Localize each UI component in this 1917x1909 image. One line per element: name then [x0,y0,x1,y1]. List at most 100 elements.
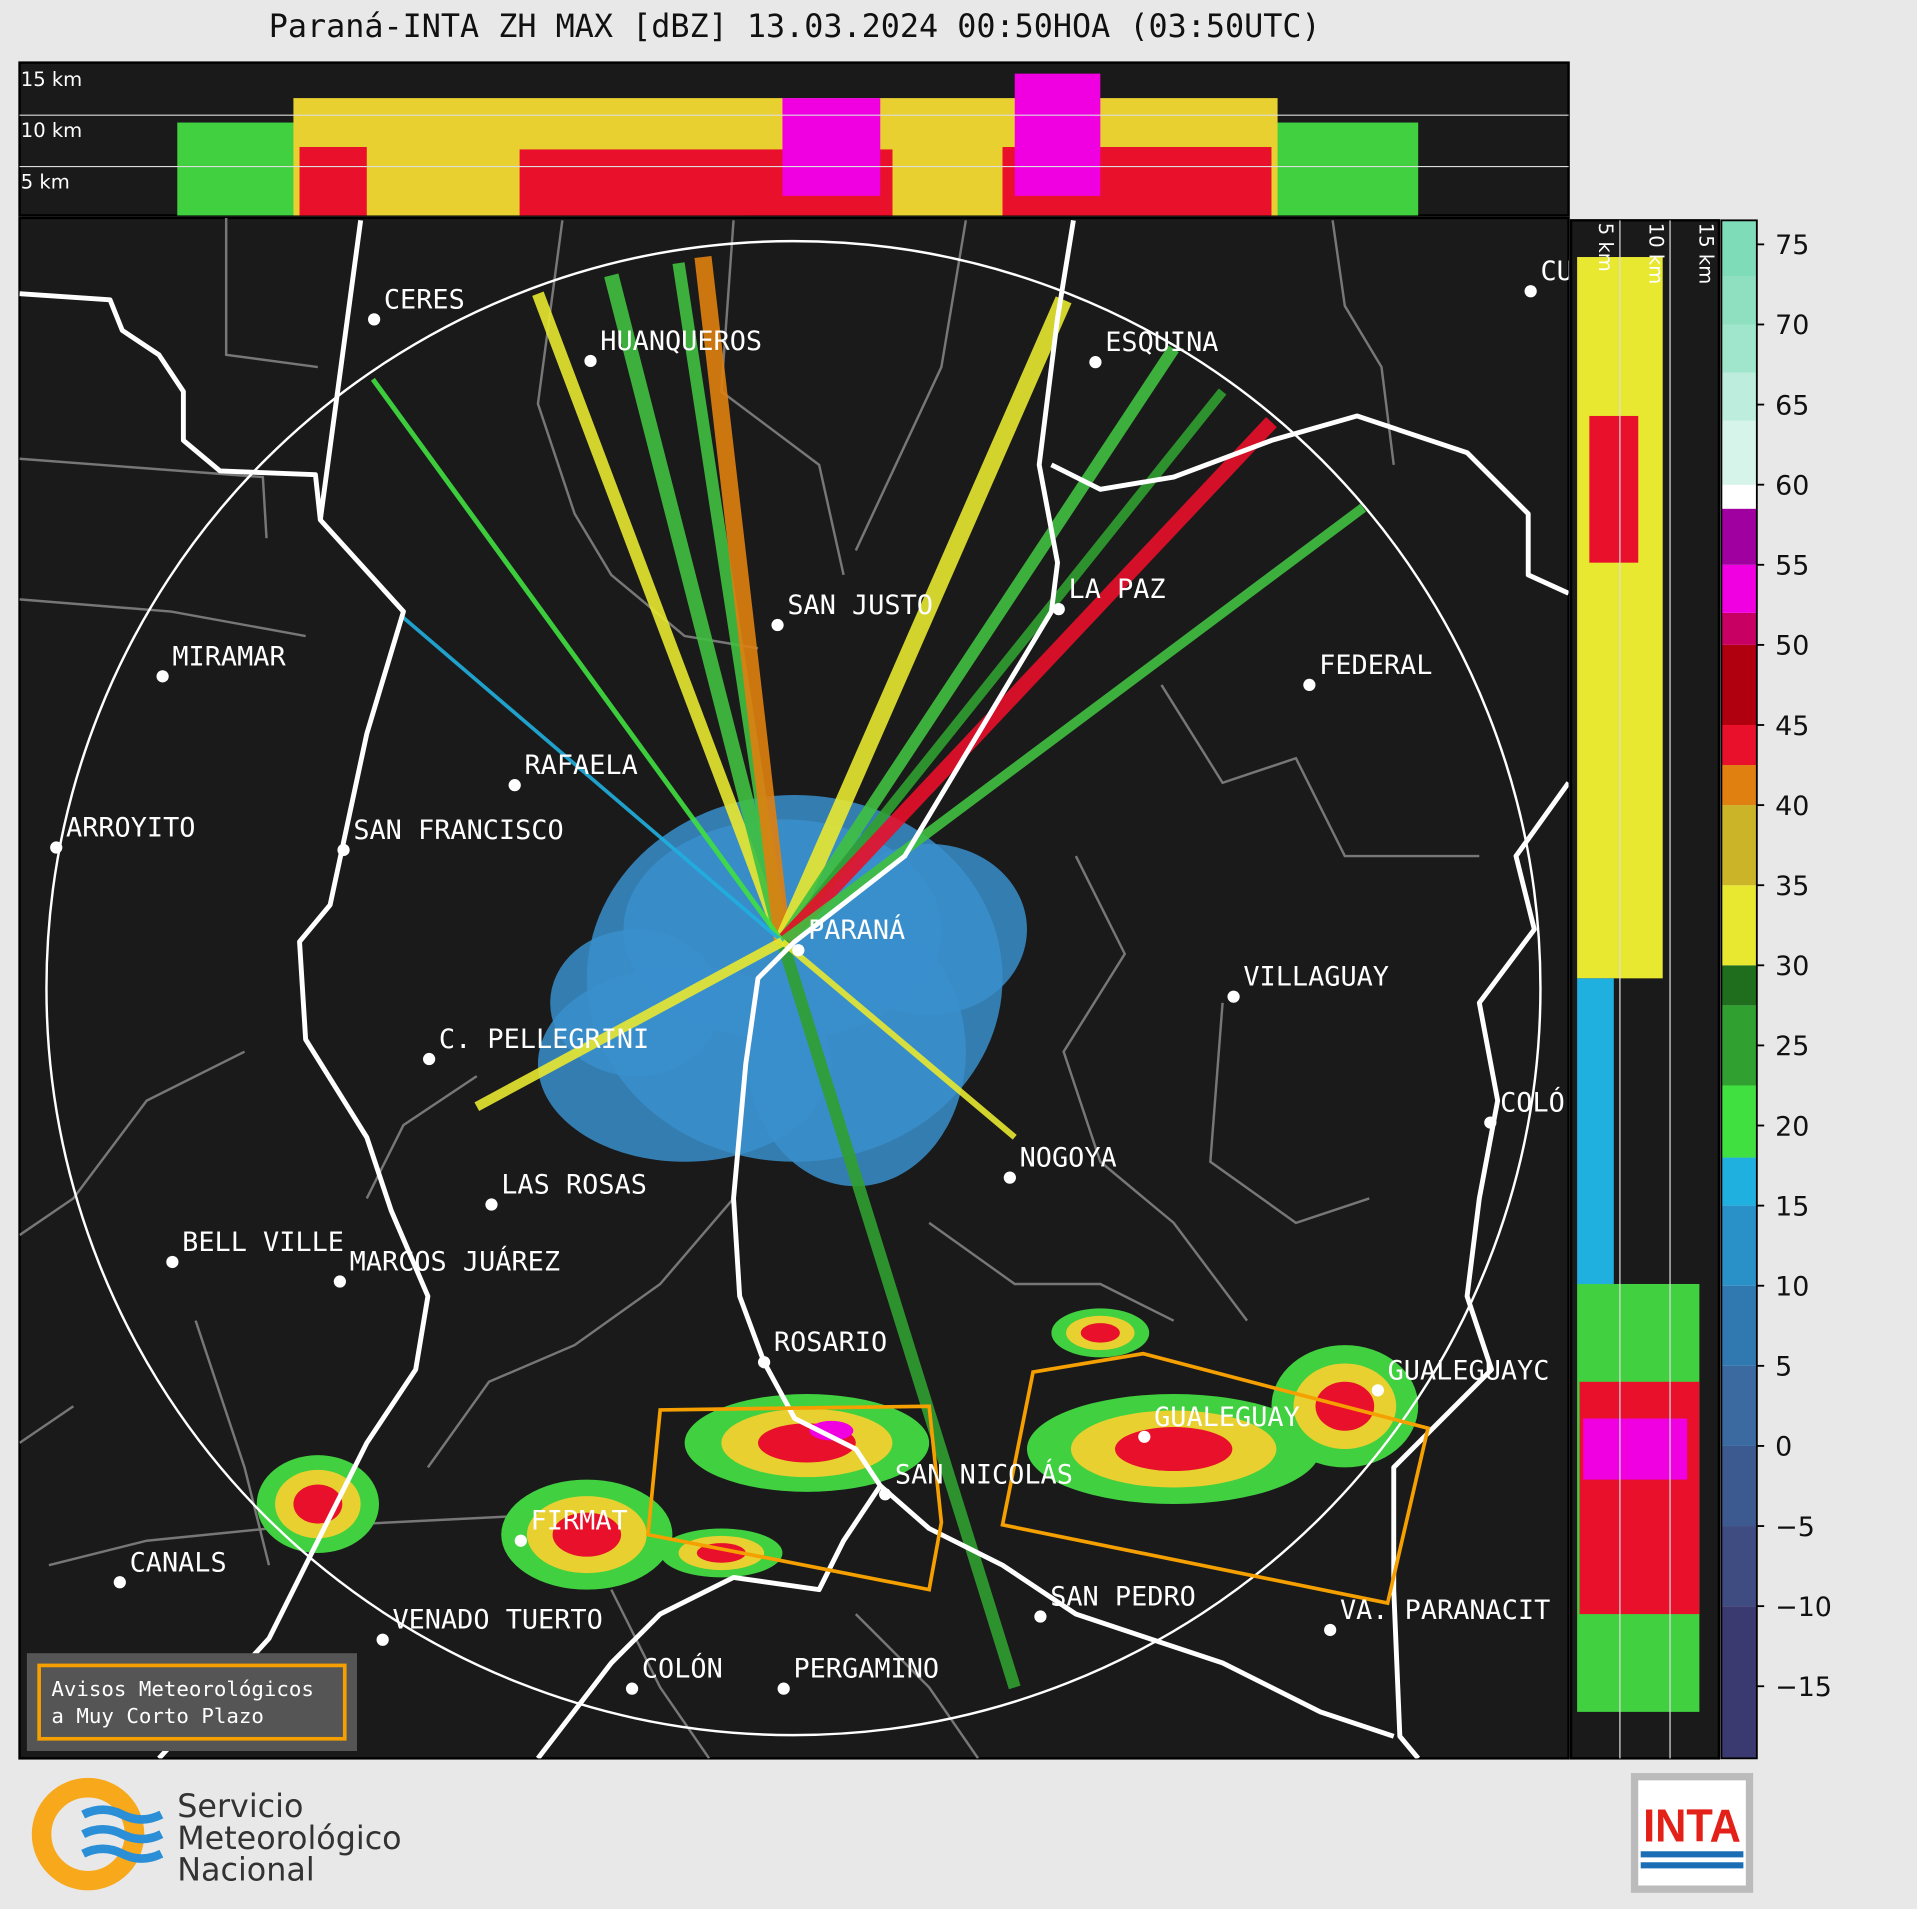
city-dot [1003,1171,1016,1184]
city-label: SAN FRANCISCO [353,815,563,846]
city-dot [771,618,784,632]
city-label: COLÓ [1500,1087,1565,1119]
echo [780,939,1017,1140]
echo [1579,1381,1700,1615]
colorbar-segment [1721,1526,1757,1607]
city-dot [1227,990,1240,1003]
city-label: HUANQUEROS [600,326,762,357]
city-label: PERGAMINO [793,1654,939,1685]
colorbar-tick-label: 20 [1775,1111,1809,1142]
colorbar-segment [1721,1445,1757,1527]
colorbar-segment [1721,1157,1757,1206]
colorbar-tick-label: 50 [1775,631,1809,662]
colorbar-segment [1721,420,1757,485]
colorbar-tick-label: 25 [1775,1031,1809,1062]
range-ring [45,239,1542,1737]
city-label: LAS ROSAS [501,1170,647,1201]
colorbar-tick-label: 70 [1775,310,1809,341]
city-label: PARANÁ [808,914,905,946]
city-label: RAFAELA [524,750,637,781]
colorbar-tick-label: 75 [1775,230,1809,261]
colorbar-segment [1721,372,1757,421]
city-label: C. PELLEGRINI [439,1024,649,1055]
echo [776,939,1021,1690]
city-label: BELL VILLE [182,1227,344,1258]
smn-text: Meteorológico [177,1821,401,1857]
colorbar-segment [1721,612,1757,645]
warning-polygons [645,1351,1431,1606]
city-dot [1371,1384,1384,1397]
colorbar-tick-label: 30 [1775,951,1809,982]
radar-echoes [256,256,1419,1690]
echo [1577,978,1614,1284]
city-label: SAN JUSTO [787,590,933,621]
colorbar-segment [1721,508,1757,565]
echo [370,377,785,944]
echo [604,273,790,944]
colorbar-segment [1721,1205,1757,1286]
city-label: VENADO TUERTO [392,1605,602,1636]
city-dot [156,670,169,683]
echo [474,937,785,1112]
colorbar-segment [1721,885,1757,966]
city-dot [1484,1116,1497,1129]
colorbar-frame [1720,219,1758,1760]
city-dot [485,1198,498,1211]
city-label: ROSARIO [774,1327,887,1358]
warning-box [26,1653,357,1752]
city-label: MIRAMAR [172,641,286,672]
city-dot [166,1255,179,1269]
city-dot [376,1633,389,1646]
echo [299,146,367,216]
city-label: FIRMAT [531,1506,628,1537]
city-label: NOGOYA [1020,1143,1117,1174]
city-label: ARROYITO [66,813,195,844]
warning-text: a Muy Corto Plazo [51,1704,264,1728]
echo [1114,1427,1233,1472]
colorbar-segment [1721,1606,1757,1759]
colorbar-tick-label: 60 [1775,470,1809,501]
echo [552,1512,622,1557]
side-profile-echoes [1577,257,1700,1712]
echo [777,417,1277,947]
city-label: GUALEGUAY [1154,1402,1300,1433]
height-label: 10 km [21,119,82,142]
echo [782,98,881,196]
city-label: CANALS [130,1547,227,1578]
colorbar-tick-label: −10 [1775,1592,1832,1623]
city-label: SAN NICOLÁS [895,1458,1073,1490]
echo [1014,73,1101,196]
colorbar-tick-label: 5 [1775,1352,1792,1383]
warning-box-frame [37,1663,347,1741]
colorbar-tick-label: 55 [1775,551,1809,582]
city-label: SAN PEDRO [1050,1582,1196,1613]
colorbar-segment [1721,765,1757,806]
colorbar-segment [1721,1365,1757,1446]
city-label: VA. PARANACIT [1340,1595,1550,1626]
city-dot [1034,1610,1047,1623]
echo [779,503,1367,946]
echo [809,1420,854,1441]
city-label: GUALEGUAYC [1388,1355,1550,1386]
city-dot [1324,1623,1337,1637]
smn-logo: Servicio Meteorológico Nacional [31,1777,402,1891]
colorbar-tick-label: 35 [1775,871,1809,902]
inta-logo-text: INTA [1643,1799,1741,1851]
city-dot [423,1052,436,1066]
city-dot [514,1534,527,1547]
city-label: MARCOS JUÁREZ [350,1246,560,1278]
colorbar-tick-label: 65 [1775,390,1809,421]
echo [1589,415,1639,563]
city-dot [1052,603,1065,616]
city-dot [1089,356,1102,369]
city-label: CERES [384,284,465,315]
height-label: 5 km [1594,223,1617,272]
city-dot [1303,678,1316,692]
warning-text: Avisos Meteorológicos [51,1677,314,1701]
city-dot [1138,1430,1151,1443]
city-label: VILLAGUAY [1243,962,1389,993]
smn-logo-waves [81,1805,164,1863]
echo [532,291,789,944]
height-label: 15 km [1694,223,1717,284]
city-dot [337,843,350,857]
